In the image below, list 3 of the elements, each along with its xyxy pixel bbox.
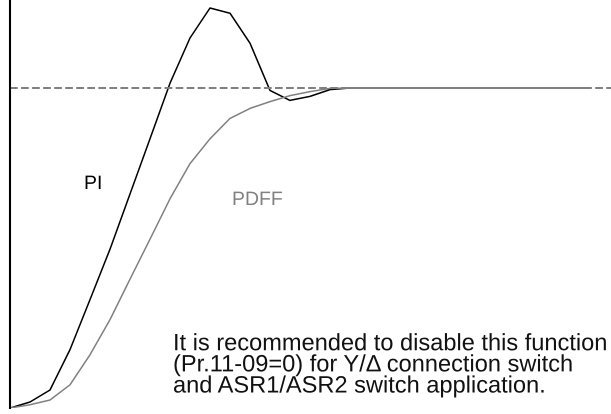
text: PDFF: [234, 192, 282, 206]
series-label: PI: [86, 176, 101, 190]
annotation: It is recommended to disable this function (Pr.11-09=0) for Y/Δ connection switch and ASR1/ASR2 switch application.: [174, 333, 606, 398]
